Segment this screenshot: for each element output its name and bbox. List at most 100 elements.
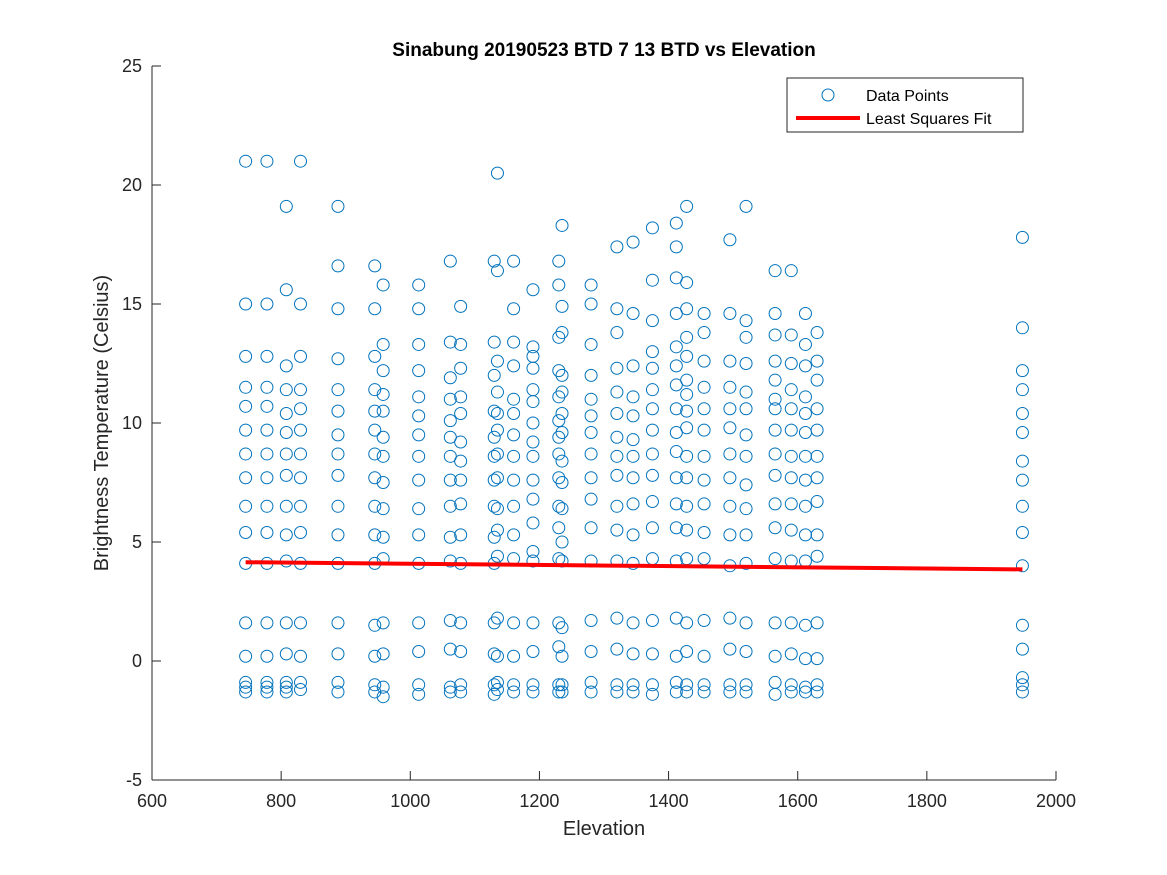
data-point — [669, 685, 683, 699]
data-point — [645, 345, 659, 359]
data-point — [507, 302, 521, 316]
data-point — [1015, 406, 1029, 420]
data-point — [552, 430, 566, 444]
data-point — [669, 497, 683, 511]
data-point — [507, 254, 521, 268]
data-point — [584, 337, 598, 351]
data-point — [368, 383, 382, 397]
data-point — [368, 471, 382, 485]
data-point — [723, 447, 737, 461]
data-point — [784, 423, 798, 437]
data-point — [1015, 685, 1029, 699]
data-point — [697, 402, 711, 416]
data-point — [239, 675, 253, 689]
data-point — [555, 535, 569, 549]
x-tick-label: 1400 — [649, 791, 689, 811]
data-point — [645, 221, 659, 235]
data-point — [555, 326, 569, 340]
data-point — [626, 390, 640, 404]
data-point — [610, 642, 624, 656]
data-point — [739, 556, 753, 570]
data-point — [784, 357, 798, 370]
data-point — [555, 299, 569, 313]
data-point — [239, 380, 253, 394]
data-point — [645, 468, 659, 482]
data-point — [331, 647, 345, 661]
x-tick-label: 1600 — [778, 791, 818, 811]
data-point — [784, 402, 798, 416]
data-point — [784, 616, 798, 630]
data-point — [669, 521, 683, 535]
data-point — [768, 552, 782, 566]
data-point — [507, 428, 521, 442]
data-point — [487, 430, 501, 444]
data-point — [454, 454, 468, 468]
data-point — [526, 473, 540, 487]
data-point — [723, 421, 737, 435]
data-point — [294, 447, 308, 461]
data-point — [680, 421, 694, 435]
data-point — [487, 499, 501, 513]
data-point — [239, 297, 253, 311]
data-point — [443, 371, 457, 385]
data-point — [584, 492, 598, 506]
data-point — [412, 528, 426, 542]
data-point — [443, 499, 457, 513]
data-point — [798, 337, 812, 351]
data-point — [1015, 559, 1029, 573]
data-point — [680, 499, 694, 513]
data-point — [487, 473, 501, 487]
x-tick-label: 800 — [266, 791, 296, 811]
data-point — [454, 685, 468, 699]
data-point — [810, 685, 824, 699]
data-point — [810, 616, 824, 630]
data-point — [584, 685, 598, 699]
data-point — [260, 423, 274, 437]
data-point — [723, 499, 737, 513]
data-point — [490, 611, 504, 625]
data-point — [490, 406, 504, 420]
data-point — [279, 616, 293, 630]
y-tick-label: 25 — [122, 56, 142, 76]
data-point — [279, 685, 293, 699]
data-point — [626, 616, 640, 630]
data-point — [412, 390, 426, 404]
data-point — [454, 361, 468, 375]
data-point — [487, 254, 501, 268]
data-point — [260, 675, 274, 689]
data-point — [368, 447, 382, 461]
data-point — [680, 302, 694, 316]
data-point — [645, 423, 659, 437]
data-point — [784, 449, 798, 463]
data-point — [645, 447, 659, 461]
data-point — [454, 473, 468, 487]
data-point — [1015, 454, 1029, 468]
data-point — [507, 499, 521, 513]
data-point — [368, 499, 382, 513]
data-point — [645, 361, 659, 375]
data-point — [376, 502, 390, 516]
data-point — [412, 302, 426, 316]
data-point — [697, 354, 711, 368]
data-point — [376, 387, 390, 401]
data-point — [454, 435, 468, 449]
data-point — [487, 368, 501, 382]
data-point — [669, 216, 683, 230]
data-point — [454, 337, 468, 351]
data-point — [239, 680, 253, 694]
data-point — [490, 354, 504, 368]
data-point — [412, 428, 426, 442]
data-point — [260, 349, 274, 363]
data-point — [626, 678, 640, 692]
data-point — [294, 402, 308, 416]
data-point — [412, 409, 426, 423]
data-point — [368, 259, 382, 273]
data-point — [768, 373, 782, 387]
data-point — [331, 616, 345, 630]
data-point — [279, 647, 293, 661]
data-point — [768, 264, 782, 278]
data-point — [279, 675, 293, 689]
data-point — [552, 616, 566, 630]
data-point — [331, 528, 345, 542]
data-point — [368, 423, 382, 437]
